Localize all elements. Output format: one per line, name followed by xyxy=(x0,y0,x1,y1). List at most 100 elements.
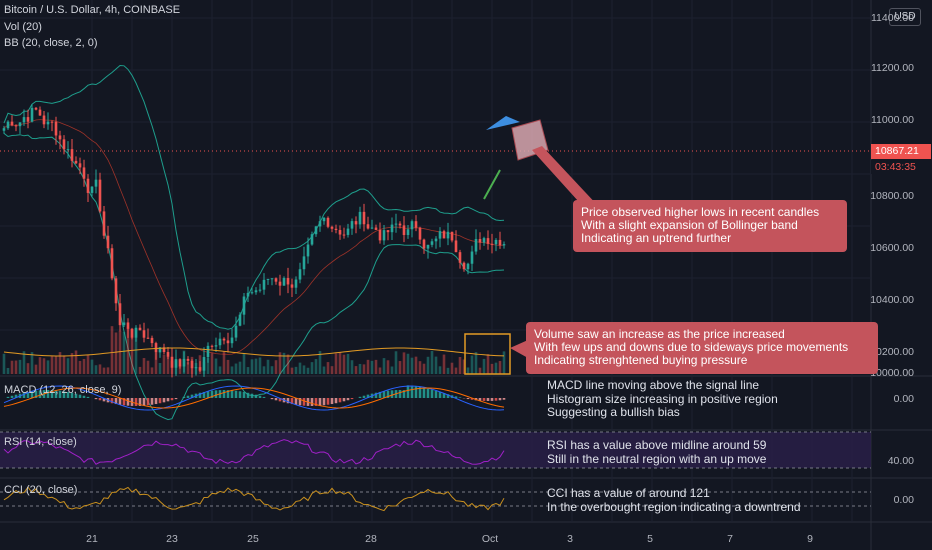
candle-body xyxy=(118,303,122,326)
currency-button[interactable]: USD xyxy=(889,8,921,26)
volume-bar xyxy=(142,358,146,374)
time-axis-label: 23 xyxy=(166,533,178,545)
rsi-pane-label[interactable]: RSI (14, close) xyxy=(4,436,77,448)
macd-histogram-bar xyxy=(86,396,90,398)
candle-body xyxy=(42,115,46,125)
volume-bar xyxy=(158,362,162,374)
cci-line xyxy=(3,486,505,512)
volume-bar xyxy=(246,367,250,374)
candle-body xyxy=(334,228,338,231)
price-axis-label: 11400.00 xyxy=(870,12,914,24)
candle-body xyxy=(326,217,330,227)
volume-bar xyxy=(462,359,466,374)
macd-histogram-bar xyxy=(318,398,322,406)
volume-bar xyxy=(426,356,430,374)
volume-bar xyxy=(338,351,342,374)
macd-histogram-bar xyxy=(174,398,178,400)
candle-body xyxy=(30,107,34,122)
macd-note[interactable]: MACD line moving above the signal line H… xyxy=(547,378,778,420)
candle-body xyxy=(262,279,266,290)
candle-body xyxy=(310,234,314,245)
macd-histogram-bar xyxy=(142,398,146,406)
macd-histogram-bar xyxy=(210,390,214,398)
candle-body xyxy=(94,179,98,187)
macd-histogram-bar xyxy=(478,398,482,401)
macd-histogram-bar xyxy=(502,398,506,400)
macd-histogram-bar xyxy=(378,391,382,398)
candle-body xyxy=(490,243,494,245)
macd-pane-label[interactable]: MACD (12, 26, close, 9) xyxy=(4,384,122,396)
macd-histogram-bar xyxy=(118,398,122,405)
candle-body xyxy=(378,229,382,241)
candle-body xyxy=(222,338,226,341)
macd-histogram-bar xyxy=(134,398,138,406)
price-axis-label: 10400.00 xyxy=(870,294,914,306)
macd-histogram-bar xyxy=(466,398,470,400)
cci-pane-label[interactable]: CCI (20, close) xyxy=(4,484,78,496)
candle-body xyxy=(290,284,294,288)
macd-histogram-bar xyxy=(298,398,302,406)
macd-histogram-bar xyxy=(322,398,326,406)
price-callout[interactable]: Price observed higher lows in recent can… xyxy=(573,200,847,252)
rsi-note[interactable]: RSI has a value above midline around 59 … xyxy=(547,438,766,466)
volume-bar xyxy=(98,364,102,374)
candle-body xyxy=(190,360,194,369)
volume-bar xyxy=(58,352,62,374)
macd-histogram-bar xyxy=(22,392,26,398)
candle-body xyxy=(318,221,322,227)
macd-histogram-bar xyxy=(62,391,66,398)
macd-histogram-bar xyxy=(214,390,218,398)
volume-bar xyxy=(62,355,66,374)
volume-bar xyxy=(398,361,402,374)
volume-bar xyxy=(90,359,94,374)
candle-body xyxy=(78,163,82,168)
volume-bar xyxy=(494,362,498,374)
volume-bar xyxy=(162,354,166,374)
bollinger-indicator-label[interactable]: BB (20, close, 2, 0) xyxy=(4,37,98,49)
macd-histogram-bar xyxy=(66,391,70,398)
macd-histogram-bar xyxy=(498,398,502,401)
volume-bar xyxy=(26,363,30,374)
volume-bar xyxy=(118,330,122,374)
macd-histogram-bar xyxy=(330,398,334,405)
candle-body xyxy=(282,278,286,286)
bollinger-lower-line xyxy=(3,132,505,421)
candle-body xyxy=(342,234,346,236)
volume-callout[interactable]: Volume saw an increase as the price incr… xyxy=(526,322,878,374)
macd-histogram-bar xyxy=(186,395,190,398)
macd-histogram-bar xyxy=(338,398,342,403)
candle-body xyxy=(14,125,18,127)
macd-histogram-bar xyxy=(146,398,150,406)
macd-histogram-bar xyxy=(362,395,366,398)
candle-body xyxy=(226,340,230,344)
macd-histogram-bar xyxy=(98,398,102,401)
macd-histogram-bar xyxy=(242,391,246,398)
cci-note[interactable]: CCI has a value of around 121 In the ove… xyxy=(547,486,801,514)
macd-histogram-bar xyxy=(126,398,130,406)
volume-bar xyxy=(78,360,82,374)
volume-bar xyxy=(498,361,502,374)
volume-bar xyxy=(402,352,406,374)
candle-body xyxy=(90,186,94,193)
candle-body xyxy=(54,121,58,136)
candle-body xyxy=(46,121,50,125)
candle-body xyxy=(374,227,378,230)
rsi-axis-value: 40.00 xyxy=(887,455,914,467)
candle-body xyxy=(66,149,70,151)
candle-body xyxy=(38,109,42,116)
volume-bar xyxy=(486,354,490,374)
candle-body xyxy=(390,224,394,233)
candle-body xyxy=(482,238,486,243)
candle-body xyxy=(178,359,182,367)
symbol-title[interactable]: Bitcoin / U.S. Dollar, 4h, COINBASE xyxy=(4,4,181,16)
volume-indicator-label[interactable]: Vol (20) xyxy=(4,21,42,33)
macd-histogram-bar xyxy=(346,398,350,401)
countdown-tag: 03:43:35 xyxy=(871,160,931,174)
volume-bar xyxy=(190,356,194,374)
time-axis-label: 5 xyxy=(647,533,653,545)
macd-histogram-bar xyxy=(278,398,282,402)
candle-body xyxy=(466,263,470,270)
volume-bar xyxy=(242,353,246,374)
candle-body xyxy=(246,292,250,297)
